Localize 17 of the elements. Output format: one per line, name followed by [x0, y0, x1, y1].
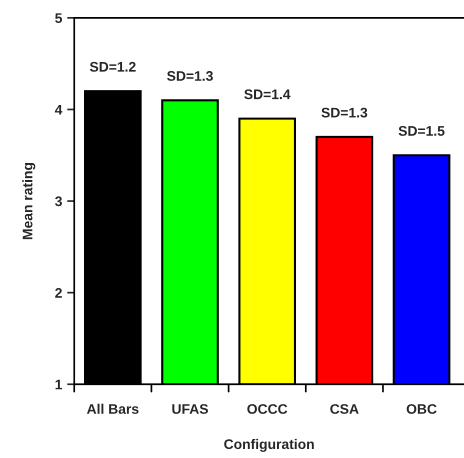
x-tick-label: OCCC [247, 404, 288, 414]
y-tick-label: 5 [55, 13, 62, 24]
x-tick-label: CSA [330, 404, 359, 414]
annotation: SD=1.3 [167, 71, 213, 81]
y-axis-title: Mean rating [22, 163, 36, 240]
x-tick-label: UFAS [172, 404, 208, 414]
annotation: SD=1.4 [244, 89, 290, 100]
x-tick-label: All Bars [86, 404, 139, 414]
x-axis-title: Configuration [224, 438, 314, 452]
y-tick-label: 4 [54, 104, 62, 114]
y-tick-label: 2 [55, 288, 62, 298]
annotation: SD=1.5 [398, 126, 445, 136]
annotation: SD=1.3 [321, 108, 368, 118]
annotation: SD=1.2 [90, 62, 136, 72]
x-tick-label: OBC [406, 404, 437, 414]
y-tick-label: 1 [56, 380, 62, 390]
y-tick-label: 3 [55, 196, 62, 206]
